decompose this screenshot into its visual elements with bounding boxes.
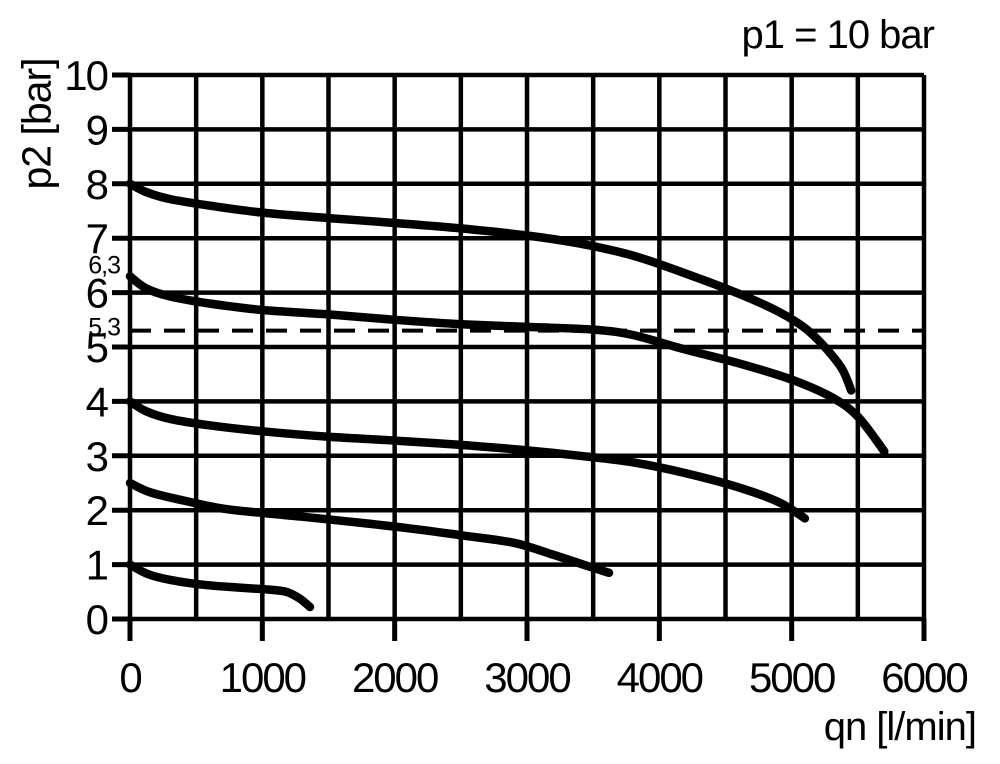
y-tick-label-10: 10: [64, 52, 107, 99]
y-tick-label-2: 2: [86, 487, 108, 534]
y-tick-label-0: 0: [86, 596, 108, 643]
x-tick-label-4000: 4000: [617, 654, 703, 701]
chart-title: p1 = 10 bar: [741, 13, 935, 57]
x-tick-label-0: 0: [119, 654, 141, 701]
y-tick-label-5: 5: [86, 324, 108, 371]
y-tick-label-8: 8: [86, 161, 108, 208]
y-extra-label-5p3: 5,3: [88, 314, 120, 342]
x-tick-label-5000: 5000: [749, 654, 835, 701]
curve-p2-4bar: [125, 397, 810, 523]
y-tick-label-7: 7: [86, 215, 108, 262]
x-tick-label-2000: 2000: [352, 654, 438, 701]
y-tick-label-9: 9: [86, 106, 108, 153]
y-tick-label-6: 6: [86, 270, 108, 317]
curve-p2-1bar: [125, 560, 315, 612]
x-tick-label-3000: 3000: [484, 654, 570, 701]
y-tick-label-4: 4: [86, 378, 109, 425]
y-tick-label-1: 1: [86, 542, 108, 589]
curve-p2-8bar: [125, 179, 856, 395]
y-tick-label-3: 3: [86, 433, 108, 480]
curve-p2-6p3bar: [125, 272, 889, 456]
x-tick-label-1000: 1000: [220, 654, 306, 701]
x-tick-label-6000: 6000: [881, 654, 967, 701]
y-extra-label-6p3: 6,3: [88, 251, 120, 279]
x-axis-label: qn [l/min]: [823, 705, 977, 749]
curve-p2-2p5bar: [125, 478, 614, 578]
